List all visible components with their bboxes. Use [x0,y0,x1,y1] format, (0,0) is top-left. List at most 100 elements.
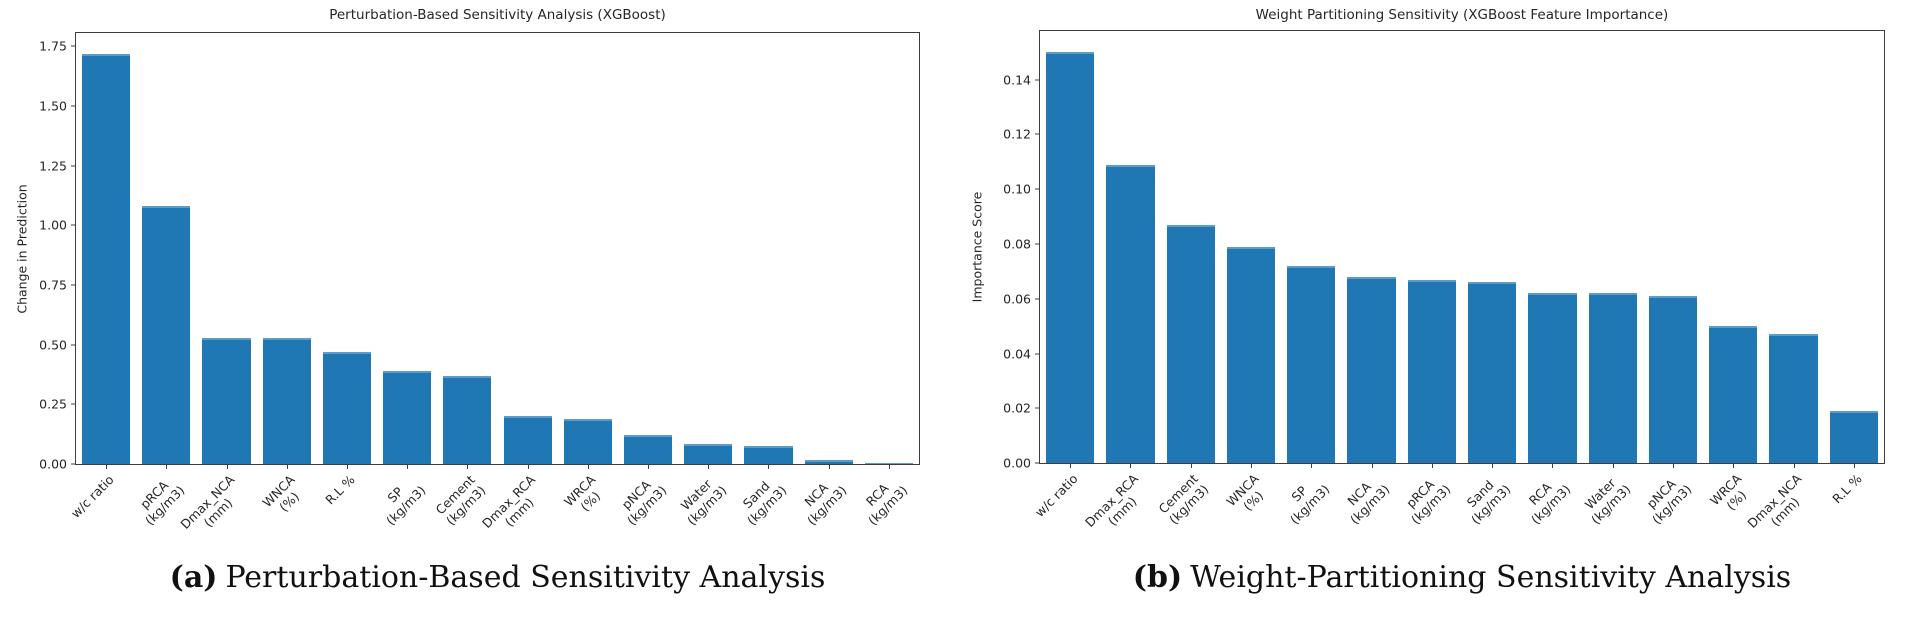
x-tick [1612,464,1614,468]
x-tick [708,465,710,469]
y-tick-label: 0.50 [39,337,67,353]
y-tick [1035,353,1039,354]
y-tick-label: 1.50 [39,98,67,114]
x-tick-label: Sand (kg/m3) [1463,477,1514,528]
bar [744,446,793,464]
x-tick-label: WNCA (%) [1223,471,1267,514]
y-tick [1035,133,1039,135]
bar [623,435,673,464]
y-tick-label: 1.75 [39,38,67,54]
bar [1528,293,1577,463]
chart-a: Perturbation-Based Sensitivity Analysis … [0,0,950,545]
x-tick-label: pRCA (kg/m3) [1402,476,1454,528]
chart-b: Weight Partitioning Sensitivity (XGBoost… [955,0,1905,545]
figure-b-caption-tag: (b) [1132,560,1183,595]
y-tick-label: 0.06 [1003,291,1031,307]
x-tick [1552,464,1554,468]
x-tick [768,465,770,469]
bar [864,463,913,464]
y-tick [1035,298,1039,300]
y-tick [1035,407,1039,409]
x-tick [527,465,529,469]
x-tick-label: SP (kg/m3) [1287,481,1333,528]
x-tick-label: SP (kg/m3) [382,482,429,529]
y-tick [71,344,75,346]
y-tick [1035,462,1039,464]
x-tick [587,465,589,469]
x-tick-label: Dmax_NCA (mm) [1744,471,1805,531]
figure-b-caption: (b) Weight-Partitioning Sensitivity Analy… [1039,560,1885,595]
x-tick [1853,464,1855,468]
x-tick-label: WNCA (%) [259,472,302,515]
x-tick [286,465,288,469]
x-tick [407,465,409,469]
bar [142,206,191,464]
x-tick-label: Dmax_RCA (mm) [479,472,539,532]
y-tick-label: 0.08 [1003,236,1031,252]
bar [563,418,612,464]
bar [503,416,552,464]
bar [684,443,733,464]
x-tick-label: Cement (kg/m3) [1155,471,1212,528]
x-tick-label: Dmax_NCA (mm) [177,472,238,532]
bar [1407,279,1456,463]
bar [1046,52,1095,463]
y-tick [1035,79,1039,81]
x-tick [828,465,830,469]
x-tick-label: R.L % [322,472,358,508]
y-tick-label: 0.02 [1003,400,1031,416]
y-tick-label: 0.75 [39,277,67,293]
x-tick-label: NCA (kg/m3) [801,480,850,529]
x-tick-label: Water (kg/m3) [677,476,730,529]
bar [1468,282,1517,463]
bar [1709,326,1758,463]
x-tick-label: Sand (kg/m3) [739,478,790,529]
chart-a-title: Perturbation-Based Sensitivity Analysis … [329,7,666,23]
bar [383,370,432,464]
x-tick [1070,464,1072,468]
chart-a-plot-area: 0.00 0.25 0.50 0.75 1.00 1.25 1.50 1.75 w/c rati… [39,32,920,532]
x-tick-label: w/c ratio [1031,471,1081,520]
x-tick [1251,464,1252,468]
figure-a-caption-text: Perturbation-Based Sensitivity Analysis [225,560,826,595]
chart-b-y-axis-label: Importance Score [969,191,985,303]
bar [82,53,131,464]
y-tick [71,165,75,167]
figure-a-caption-tag: (a) [169,560,218,595]
bar [202,337,251,464]
bar [1648,296,1698,463]
x-tick [648,465,650,469]
figure-a-caption: (a) Perturbation-Based Sensitivity Analys… [75,560,920,595]
x-tick-label: WRCA (%) [561,472,604,515]
y-tick [71,105,75,107]
bar [1226,246,1276,463]
bar [1287,265,1336,463]
x-tick-label: Dmax_RCA (mm) [1082,471,1142,531]
x-tick [1431,464,1433,468]
y-tick-label: 1.25 [39,158,67,174]
y-tick-label: 1.00 [39,217,67,233]
y-tick [71,463,75,465]
bar [1106,164,1155,463]
x-tick [346,465,348,469]
x-tick [1673,464,1674,468]
bar [443,375,492,464]
chart-b-title: Weight Partitioning Sensitivity (XGBoost… [1255,7,1669,23]
y-tick-label: 0.00 [1003,455,1031,471]
x-tick [1793,464,1795,468]
x-tick-label: Water (kg/m3) [1582,475,1634,528]
y-tick-label: 0.10 [1003,181,1031,197]
y-tick-label: 0.12 [1003,126,1031,142]
chart-b-plot-area: 0.00 0.02 0.04 0.06 0.08 0.10 0.12 0.14 w/c rati… [1003,30,1885,531]
bar [1769,334,1818,463]
bar [1829,411,1878,463]
y-tick [71,45,75,47]
bar [1347,276,1396,463]
figure-a: Perturbation-Based Sensitivity Analysis … [0,0,950,621]
x-tick-label: NCA (kg/m3) [1344,479,1393,528]
y-tick [1035,188,1039,190]
y-tick [71,224,75,226]
x-tick-label: pNCA (kg/m3) [618,477,670,529]
figure-b: Weight Partitioning Sensitivity (XGBoost… [955,0,1905,621]
y-tick [1035,243,1039,245]
